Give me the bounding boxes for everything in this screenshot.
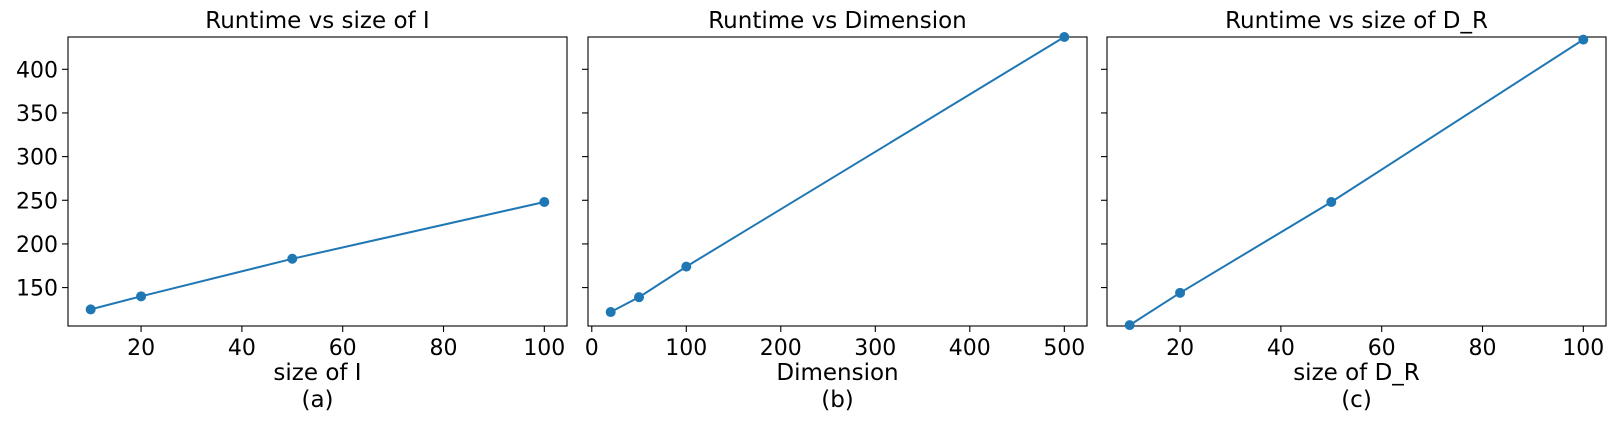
data-point	[539, 197, 550, 208]
x-tick-label: 400	[949, 336, 991, 361]
y-tick-label: 350	[16, 102, 58, 127]
x-tick-label: 100	[1562, 336, 1604, 361]
x-tick-label: 40	[228, 336, 256, 361]
panel-c: Runtime vs size of D_R 20 40 60 80 100 size of…	[1101, 8, 1607, 413]
y-tick-label: 400	[16, 58, 58, 83]
plot-frame	[67, 36, 568, 327]
data-point	[85, 304, 96, 315]
x-tick-label: 500	[1043, 336, 1085, 361]
panel-sublabel: (c)	[1341, 387, 1372, 413]
data-point	[287, 253, 298, 264]
x-tick-label: 80	[430, 336, 458, 361]
panel-title: Runtime vs size of I	[205, 8, 429, 34]
x-tick-label: 40	[1267, 336, 1295, 361]
data-point	[1124, 320, 1135, 331]
data-point	[1175, 287, 1186, 298]
data-point	[634, 292, 645, 303]
x-tick-label: 100	[665, 336, 707, 361]
data-point	[1326, 197, 1337, 208]
panel-title: Runtime vs size of D_R	[1225, 8, 1488, 34]
x-tick-label: 60	[329, 336, 357, 361]
series-line	[90, 201, 545, 311]
x-tick-label: 20	[127, 336, 155, 361]
x-tick-label: 80	[1469, 336, 1497, 361]
y-tick-label: 250	[16, 189, 58, 214]
x-tick-label: 20	[1166, 336, 1194, 361]
plot-frame	[587, 36, 1088, 327]
data-point	[681, 261, 692, 272]
x-tick-label: 300	[854, 336, 896, 361]
data-point	[1059, 32, 1070, 42]
x-tick-label: 200	[760, 336, 802, 361]
x-axis-label: size of I	[273, 360, 361, 386]
y-tick-label: 200	[16, 233, 58, 258]
y-tick-label: 150	[16, 277, 58, 302]
panel-sublabel: (b)	[821, 387, 854, 413]
panel-a: Runtime vs size of I 20 40 60 80 100 150 200 250…	[16, 8, 568, 413]
x-tick-label: 100	[523, 336, 565, 361]
x-axis-label: Dimension	[776, 360, 898, 386]
x-tick-label: 0	[585, 336, 599, 361]
x-axis-label: size of D_R	[1293, 360, 1420, 386]
data-point	[605, 307, 616, 318]
panel-sublabel: (a)	[301, 387, 333, 413]
data-point	[1578, 34, 1589, 45]
y-tick-label: 300	[16, 146, 58, 171]
panel-b: Runtime vs Dimension 0 100 200 300 400 500 Dime…	[582, 8, 1088, 413]
plot-frame	[1106, 36, 1607, 327]
series-line	[1129, 38, 1584, 326]
panel-title: Runtime vs Dimension	[708, 8, 967, 34]
x-tick-label: 60	[1368, 336, 1396, 361]
series-line	[610, 36, 1065, 313]
data-point	[136, 291, 147, 302]
